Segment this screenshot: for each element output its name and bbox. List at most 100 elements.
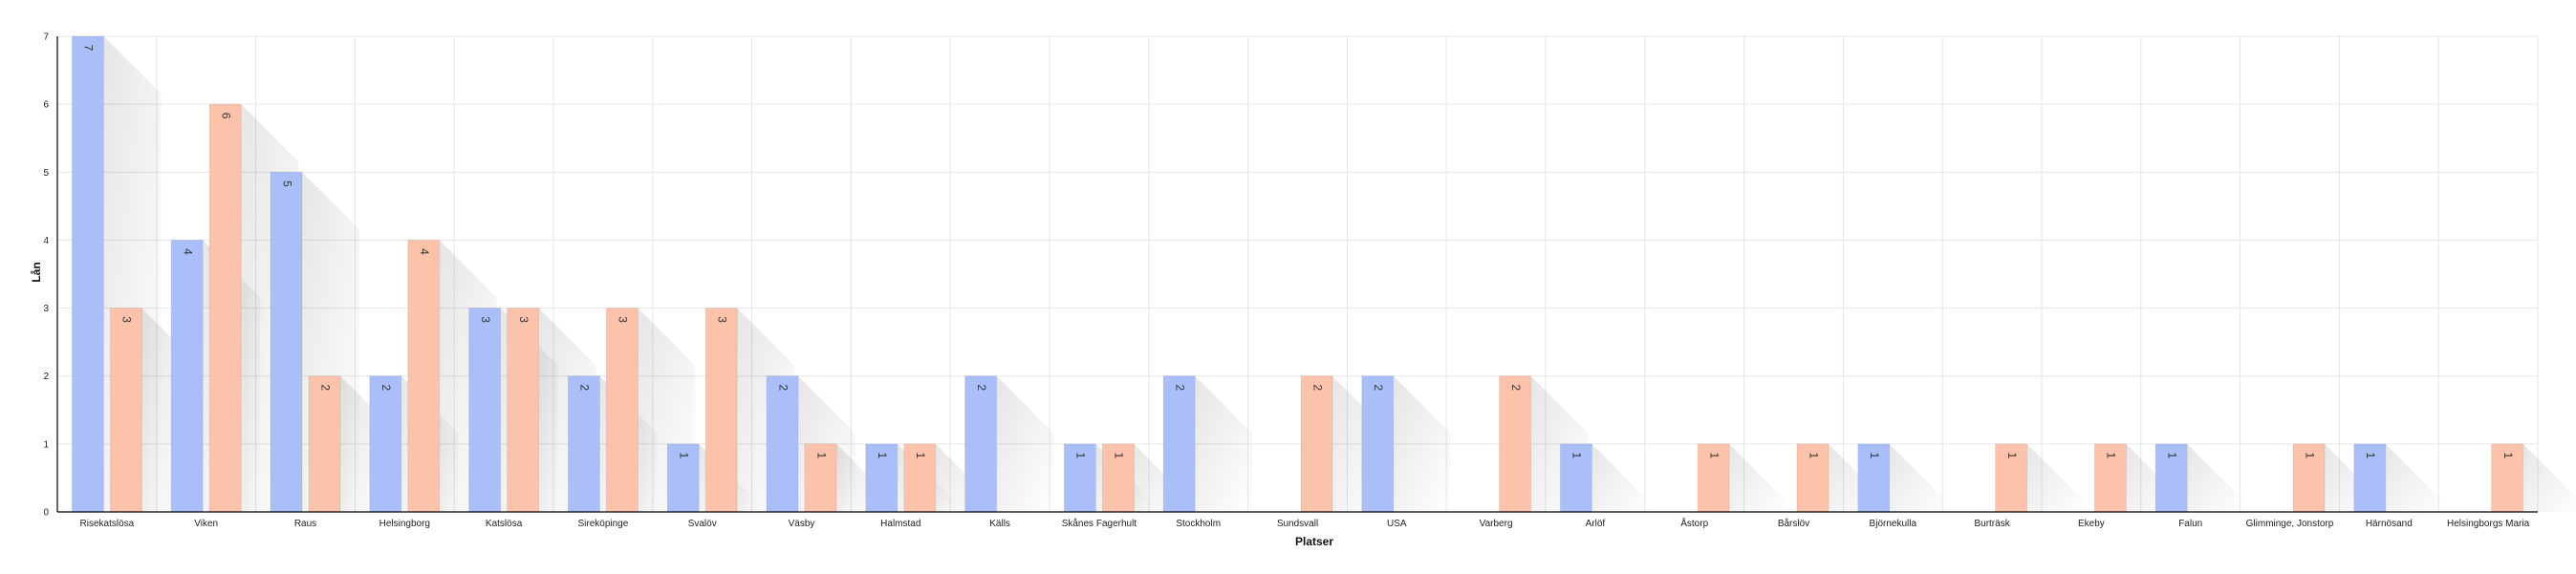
- y-tick-label: 4: [43, 236, 49, 246]
- bar-value-label: 3: [517, 316, 530, 323]
- bar-series-a: [666, 443, 700, 513]
- bar-value-label: 2: [1509, 384, 1523, 391]
- bar-series-a: [1162, 375, 1196, 513]
- bar-value-label: 1: [2501, 453, 2515, 459]
- x-category-label: Sireköpinge: [577, 519, 628, 529]
- x-category-label: Raus: [294, 519, 316, 529]
- bar-series-b: [308, 375, 341, 513]
- bar-value-label: 6: [220, 113, 233, 119]
- bar-series-b: [903, 443, 937, 513]
- bar-value-label: 3: [479, 316, 492, 323]
- bar-series-b: [1995, 443, 2028, 513]
- x-category-label: Väsby: [789, 519, 815, 529]
- y-axis-title: Lån: [30, 262, 43, 282]
- x-category-label: Bårslöv: [1778, 518, 1809, 529]
- x-category-label: Helsingborg: [379, 519, 430, 529]
- bar-value-label: 2: [1372, 384, 1385, 391]
- bar-value-label: 2: [1310, 384, 1324, 391]
- y-tick-label: 0: [43, 508, 49, 519]
- bar-series-a: [170, 239, 204, 513]
- bar-series-b: [2093, 443, 2127, 513]
- bar-shadow: [1889, 443, 1947, 512]
- bar-value-label: 1: [678, 453, 691, 459]
- bar-shadow: [2522, 443, 2576, 512]
- bar-value-label: 2: [578, 384, 592, 391]
- y-tick-label: 5: [43, 168, 49, 179]
- x-category-label: Falun: [2178, 519, 2202, 529]
- bar-series-a: [71, 35, 104, 513]
- bar-series-b: [407, 239, 441, 513]
- bar-value-label: 1: [2105, 453, 2118, 459]
- axes: 0 1 2 3 4 5 6 7 Risekatslösa Viken Raus Helsingborg…: [43, 32, 2538, 529]
- x-category-label: Burträsk: [1974, 519, 2010, 529]
- bar-value-label: 3: [716, 316, 729, 323]
- bar-shadow: [996, 375, 1054, 512]
- bar-shadow: [2026, 443, 2085, 512]
- bar-value-label: 1: [1868, 453, 1881, 459]
- bar-series-b: [804, 443, 837, 513]
- bar-value-label: 1: [1113, 453, 1126, 459]
- bar-value-label: 1: [2303, 453, 2316, 459]
- bar-value-label: 7: [82, 45, 96, 52]
- x-category-label: Sundsvall: [1277, 519, 1318, 529]
- bar-value-label: 3: [120, 316, 134, 323]
- bar-series-a: [1559, 443, 1592, 513]
- bar-value-label: 5: [280, 181, 293, 187]
- bar-series-b: [507, 308, 540, 513]
- bar-series-b: [208, 103, 242, 513]
- bar-series-a: [865, 443, 898, 513]
- bar-value-label: 1: [1570, 453, 1584, 459]
- x-category-label: Risekatslösa: [80, 519, 135, 529]
- x-category-label: Helsingborgs Maria: [2447, 519, 2530, 529]
- bar-series-b: [1697, 443, 1730, 513]
- bar-series-b: [1796, 443, 1829, 513]
- y-tick-label: 3: [43, 304, 49, 314]
- x-category-label: Stockholm: [1176, 519, 1221, 529]
- bar-series-a: [1361, 375, 1395, 513]
- bar-series-a: [2154, 443, 2188, 513]
- bar-series-a: [468, 308, 502, 513]
- bar-value-label: 4: [418, 248, 431, 255]
- x-category-label: Glimminge, Jonstorp: [2246, 519, 2334, 529]
- bar-value-label: 1: [876, 453, 889, 459]
- bar-value-label: 1: [2364, 453, 2377, 459]
- x-category-label: Arlöf: [1586, 519, 1606, 529]
- bar-value-label: 2: [776, 384, 790, 391]
- y-tick-label: 1: [43, 439, 49, 450]
- bar-series-a: [766, 375, 799, 513]
- bar-shadow: [1591, 443, 1650, 512]
- bar-series-b: [109, 308, 142, 513]
- bar-value-label: 1: [2166, 453, 2179, 459]
- bar-value-label: 1: [914, 453, 927, 459]
- x-category-label: Viken: [194, 519, 218, 529]
- bar-series-b: [704, 308, 738, 513]
- x-category-label: Varberg: [1480, 519, 1513, 529]
- x-category-label: Halmstad: [880, 519, 920, 529]
- bar-value-labels: 7 3 4 6 5 2 2 4 3 3 2 3 1 3 2 1 1 1 2 1 1 2 2 2 2 1 1 1 1 1 1 1 1 1 1: [82, 45, 2515, 459]
- bar-series-b: [1300, 375, 1333, 513]
- bar-shadow: [1393, 375, 1451, 512]
- bar-value-label: 2: [1174, 384, 1187, 391]
- bar-series-a: [1857, 443, 1891, 513]
- bar-shadow: [2385, 443, 2443, 512]
- x-category-label: USA: [1387, 519, 1407, 529]
- bar-value-label: 1: [1708, 453, 1721, 459]
- y-tick-label: 6: [43, 100, 49, 111]
- bar-value-label: 1: [814, 453, 828, 459]
- bar-series-a: [567, 375, 600, 513]
- bar-series-b: [2491, 443, 2524, 513]
- bar-shadow: [2187, 443, 2245, 512]
- bar-shadow: [1195, 375, 1253, 512]
- bar-series-a: [964, 375, 998, 513]
- bar-series-a: [369, 375, 402, 513]
- bar-series-b: [605, 308, 639, 513]
- y-tick-label: 7: [43, 32, 49, 43]
- x-category-label: Härnösand: [2366, 519, 2413, 529]
- x-category-label: Katslösa: [486, 519, 523, 529]
- x-category-label: Svalöv: [688, 519, 717, 529]
- x-category-label: Källs: [989, 519, 1010, 529]
- bar-series-b: [1499, 375, 1532, 513]
- y-tick-label: 2: [43, 372, 49, 382]
- x-category-label: Åstorp: [1680, 517, 1708, 529]
